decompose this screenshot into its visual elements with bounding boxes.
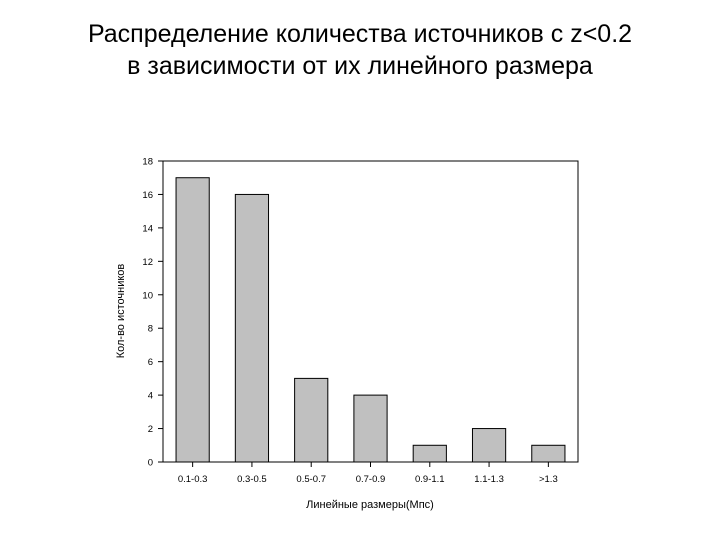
x-tick-label: 0.7-0.9 (356, 474, 386, 485)
slide-title-line-2: в зависимости от их линейного размера (127, 52, 593, 80)
y-tick-label: 2 (148, 424, 153, 435)
bar-4 (353, 394, 388, 463)
bar-7 (531, 444, 566, 463)
bar-5 (412, 444, 447, 463)
y-tick-label: 6 (148, 357, 153, 368)
bar-2 (234, 193, 270, 463)
x-axis-title: Линейные размеры(Мпс) (306, 499, 434, 511)
bar-1 (175, 177, 210, 463)
x-tick-label: 1.1-1.3 (474, 474, 504, 485)
slide-title: Распределение количества источников с z<… (0, 18, 720, 82)
slide-title-line-1: Распределение количества источников с z<… (87, 20, 633, 48)
x-tick-label: 0.9-1.1 (415, 474, 445, 485)
x-tick-label: 0.1-0.3 (178, 474, 208, 485)
x-tick-label: >1.3 (539, 474, 558, 485)
bar-6 (471, 428, 507, 463)
y-tick-label: 16 (142, 190, 153, 201)
y-tick-label: 4 (148, 391, 153, 402)
y-tick-label: 0 (148, 458, 153, 469)
y-tick-label: 14 (142, 223, 153, 234)
bar-3 (294, 377, 329, 463)
x-axis-ticks: 0.1-0.3 0.3-0.5 0.5-0.7 0.7-0.9 0.9-1.1 1.1-1… (178, 462, 558, 485)
y-axis-ticks: 0 2 4 6 8 10 12 14 16 18 (142, 157, 163, 469)
bars (175, 177, 566, 463)
y-tick-label: 12 (142, 257, 153, 268)
y-axis-title: Кол-во источников (115, 264, 127, 359)
x-tick-label: 0.3-0.5 (237, 474, 267, 485)
x-tick-label: 0.5-0.7 (296, 474, 326, 485)
y-tick-label: 8 (148, 324, 153, 335)
y-tick-label: 18 (142, 157, 153, 168)
y-tick-label: 10 (142, 290, 153, 301)
